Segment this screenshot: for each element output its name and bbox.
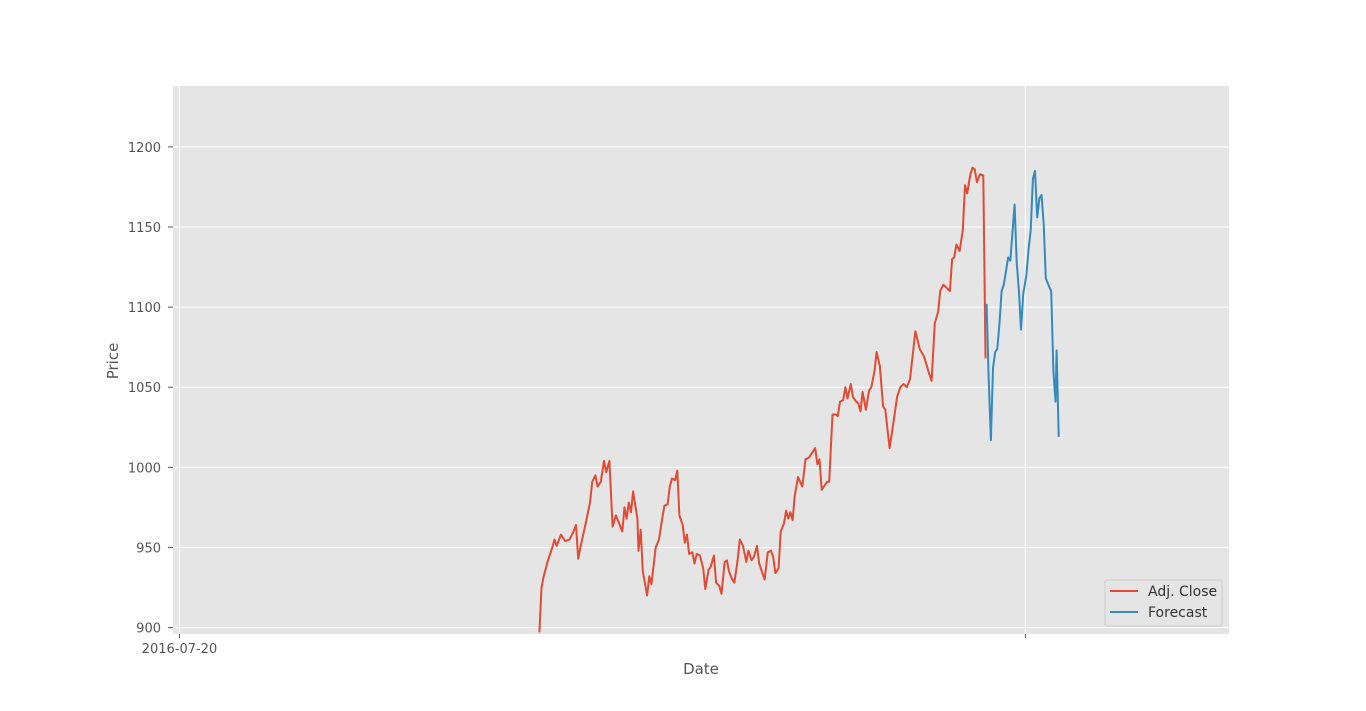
y-tick-label: 1150	[128, 221, 161, 236]
y-tick-label: 1050	[128, 381, 161, 396]
y-tick-label: 1100	[128, 301, 161, 316]
legend-label-forecast: Forecast	[1148, 605, 1208, 621]
legend-label-adj-close: Adj. Close	[1148, 584, 1217, 600]
y-axis-label: Price	[104, 343, 122, 380]
y-tick-label: 1000	[128, 461, 161, 476]
grid	[173, 86, 1229, 634]
legend: Adj. Close Forecast	[1104, 579, 1223, 627]
y-tick-label: 950	[136, 541, 161, 556]
series-line-forecast	[985, 169, 1060, 442]
y-tick-label: 900	[136, 622, 161, 637]
plot-area	[173, 86, 1229, 634]
series-line-adj-close	[538, 166, 987, 633]
x-axis-label: Date	[683, 660, 719, 678]
series-layer	[538, 166, 1060, 633]
y-tick-label: 1200	[128, 141, 161, 156]
y-axis: 900 950 1000 1050 1100 1150 1200	[128, 141, 173, 637]
x-axis: 2016-07-20	[142, 634, 1026, 657]
x-tick-label: 2016-07-20	[142, 642, 218, 657]
